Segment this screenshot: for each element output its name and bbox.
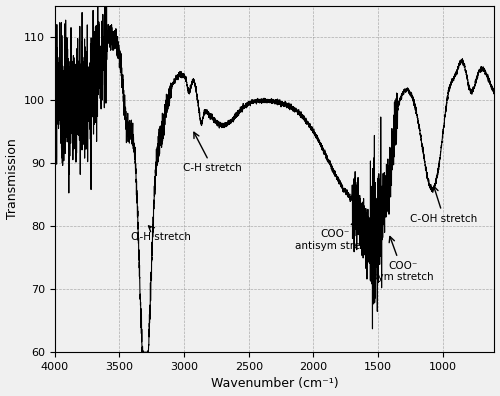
Text: O-H stretch: O-H stretch	[131, 226, 191, 242]
X-axis label: Wavenumber (cm⁻¹): Wavenumber (cm⁻¹)	[211, 377, 338, 390]
Text: C-H stretch: C-H stretch	[183, 132, 242, 173]
Y-axis label: Transmission: Transmission	[6, 139, 18, 219]
Text: COO⁻
antisym stretch: COO⁻ antisym stretch	[294, 210, 376, 251]
Text: COO⁻
sym stretch: COO⁻ sym stretch	[372, 236, 434, 282]
Text: C-OH stretch: C-OH stretch	[410, 186, 478, 223]
